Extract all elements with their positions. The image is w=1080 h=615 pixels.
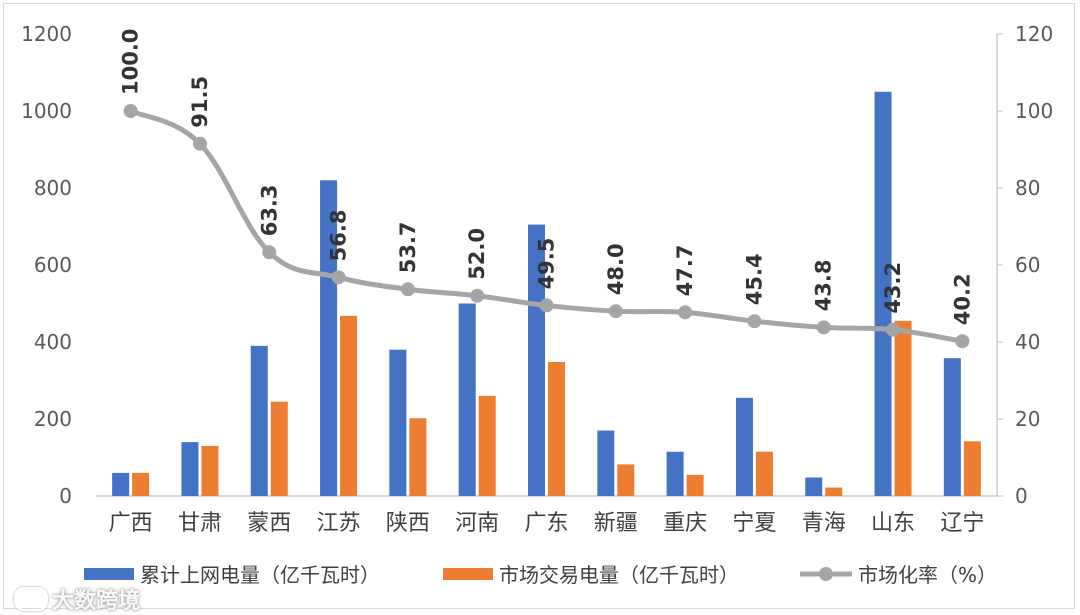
rate-data-label: 56.8	[327, 209, 351, 261]
bar-cumulative	[112, 472, 130, 496]
rate-data-label: 40.2	[950, 273, 974, 325]
bar-market	[963, 441, 981, 496]
rate-point	[816, 320, 831, 335]
rate-data-label: 47.7	[673, 245, 697, 297]
left-tick-label: 200	[34, 407, 72, 431]
legend-swatch-cumulative	[84, 568, 134, 580]
rate-point	[470, 288, 485, 303]
rate-data-label: 63.3	[257, 184, 281, 236]
left-tick-label: 1200	[21, 22, 72, 46]
bar-market	[894, 320, 912, 496]
rate-data-label: 53.7	[396, 221, 420, 273]
category-label: 重庆	[663, 511, 707, 536]
right-tick-label: 20	[1015, 407, 1040, 431]
category-label: 河南	[455, 511, 499, 536]
bar-market	[132, 472, 150, 496]
left-tick-label: 1000	[21, 99, 72, 123]
category-label: 宁夏	[732, 511, 776, 536]
bar-market	[478, 395, 496, 496]
legend: 累计上网电量（亿千瓦时） 市场交易电量（亿千瓦时） 市场化率（%）	[84, 563, 997, 587]
watermark: 大数跨境	[14, 583, 140, 615]
category-label: 广东	[524, 511, 568, 536]
watermark-logo-icon	[14, 587, 48, 611]
right-tick-label: 120	[1015, 22, 1053, 46]
category-label: 青海	[802, 511, 846, 536]
category-label: 广西	[109, 511, 153, 536]
right-tick-label: 60	[1015, 253, 1040, 277]
left-tick-label: 0	[59, 484, 72, 508]
rate-point	[747, 314, 762, 329]
legend-swatch-rate-point	[819, 567, 833, 581]
rate-data-label: 48.0	[604, 243, 628, 295]
left-tick-label: 400	[34, 330, 72, 354]
category-label: 甘肃	[178, 511, 222, 536]
category-label: 山东	[871, 511, 915, 536]
rate-data-label: 100.0	[119, 29, 143, 95]
rate-point	[123, 104, 138, 118]
rate-point	[331, 270, 346, 285]
bar-cumulative	[389, 349, 407, 496]
legend-swatch-market	[443, 568, 493, 580]
bar-cumulative	[181, 442, 199, 496]
rate-point	[955, 334, 970, 349]
bar-cumulative	[458, 303, 476, 496]
rate-data-label: 43.2	[881, 262, 905, 314]
bar-market	[340, 315, 358, 496]
watermark-text: 大数跨境	[52, 589, 141, 614]
bar-cumulative	[528, 224, 545, 496]
bar-market	[617, 464, 635, 496]
rate-point	[678, 305, 693, 320]
left-tick-label: 800	[34, 176, 72, 200]
legend-label-rate: 市场化率（%）	[858, 563, 997, 587]
category-label: 新疆	[594, 511, 638, 536]
bars	[112, 91, 981, 497]
right-tick-label: 40	[1015, 330, 1040, 354]
bar-market	[548, 362, 565, 496]
rate-point	[262, 245, 277, 260]
right-tick-label: 100	[1015, 99, 1053, 123]
rate-point	[608, 304, 623, 319]
bar-market	[409, 418, 427, 496]
rate-data-label: 52.0	[465, 228, 489, 280]
rate-point	[539, 298, 554, 313]
bar-market	[755, 451, 773, 496]
right-tick-label: 0	[1015, 484, 1028, 508]
bar-market	[686, 474, 704, 496]
rate-point	[400, 282, 415, 297]
bar-cumulative	[943, 358, 961, 496]
bar-cumulative	[250, 345, 268, 496]
right-tick-label: 80	[1015, 176, 1040, 200]
bar-market	[270, 401, 288, 496]
bar-cumulative	[597, 430, 615, 496]
category-label: 辽宁	[940, 511, 984, 536]
rate-data-label: 49.5	[535, 238, 559, 290]
legend-label-market: 市场交易电量（亿千瓦时）	[499, 563, 739, 587]
category-label: 陕西	[386, 511, 430, 536]
bar-cumulative	[666, 451, 684, 496]
data-labels: 100.0 91.5 63.3 56.8 53.7 52.0 49.5 48.0 47.7 45.…	[119, 29, 975, 326]
category-label: 蒙西	[247, 511, 291, 536]
rate-data-label: 45.4	[742, 253, 766, 305]
left-tick-label: 600	[34, 253, 72, 277]
bar-cumulative	[320, 180, 338, 497]
category-label: 江苏	[317, 511, 361, 536]
bar-market	[825, 487, 843, 496]
rate-point	[886, 322, 901, 337]
bar-cumulative	[735, 397, 753, 496]
rate-data-label: 91.5	[188, 76, 212, 128]
rate-data-label: 43.8	[812, 260, 836, 312]
axes: 0 200 400 600 800 1000 1200 0 20 40 60 80 100 120 广西 甘肃…	[21, 22, 1053, 536]
rate-point	[192, 136, 207, 151]
bar-cumulative	[805, 477, 823, 496]
legend-label-cumulative: 累计上网电量（亿千瓦时）	[140, 563, 380, 587]
bar-market	[201, 445, 219, 496]
bar-cumulative	[874, 91, 892, 496]
rate-line	[123, 104, 970, 349]
